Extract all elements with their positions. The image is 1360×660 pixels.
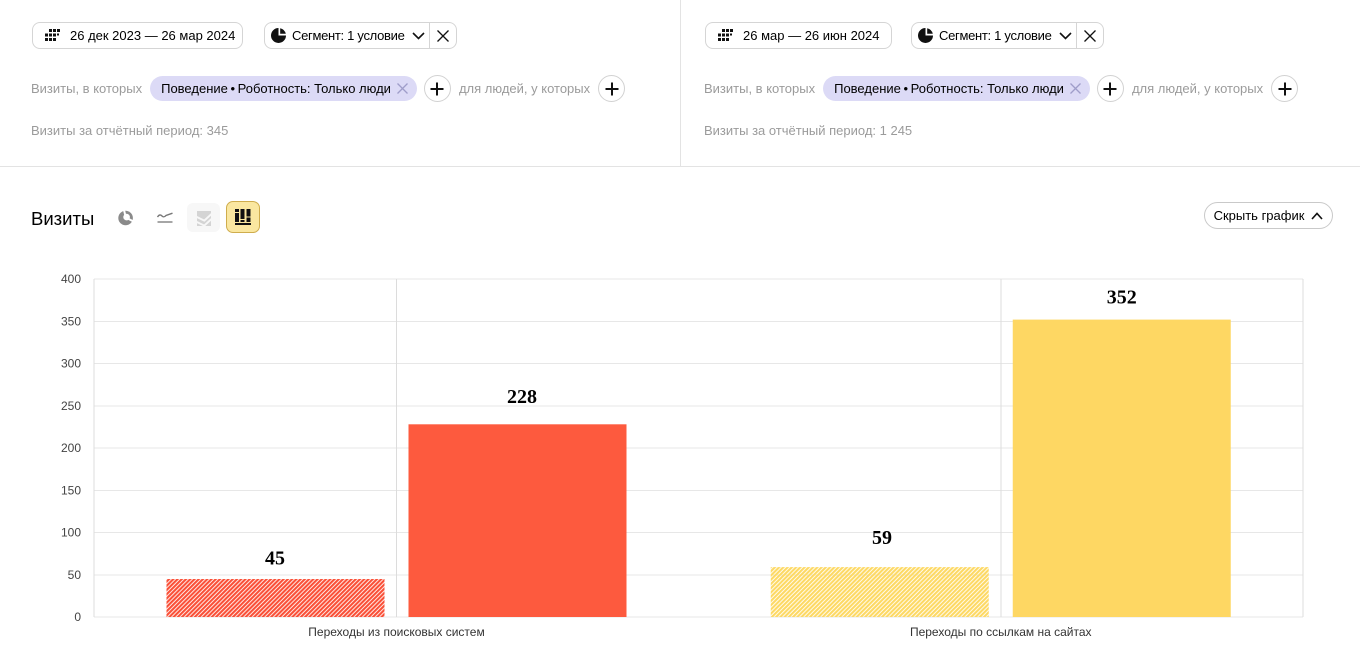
svg-text:300: 300 <box>61 357 81 371</box>
svg-text:45: 45 <box>265 547 285 569</box>
svg-text:150: 150 <box>61 483 81 497</box>
svg-text:200: 200 <box>61 441 81 455</box>
svg-text:350: 350 <box>61 314 81 328</box>
svg-text:250: 250 <box>61 399 81 413</box>
svg-text:400: 400 <box>61 272 81 286</box>
svg-text:50: 50 <box>68 568 82 582</box>
svg-text:100: 100 <box>61 526 81 540</box>
svg-text:Переходы из поисковых систем: Переходы из поисковых систем <box>308 625 484 639</box>
svg-text:352: 352 <box>1107 286 1137 308</box>
svg-text:228: 228 <box>507 386 537 408</box>
svg-text:59: 59 <box>872 527 892 549</box>
svg-text:0: 0 <box>74 610 81 624</box>
svg-text:Переходы по ссылкам на сайтах: Переходы по ссылкам на сайтах <box>910 625 1092 639</box>
